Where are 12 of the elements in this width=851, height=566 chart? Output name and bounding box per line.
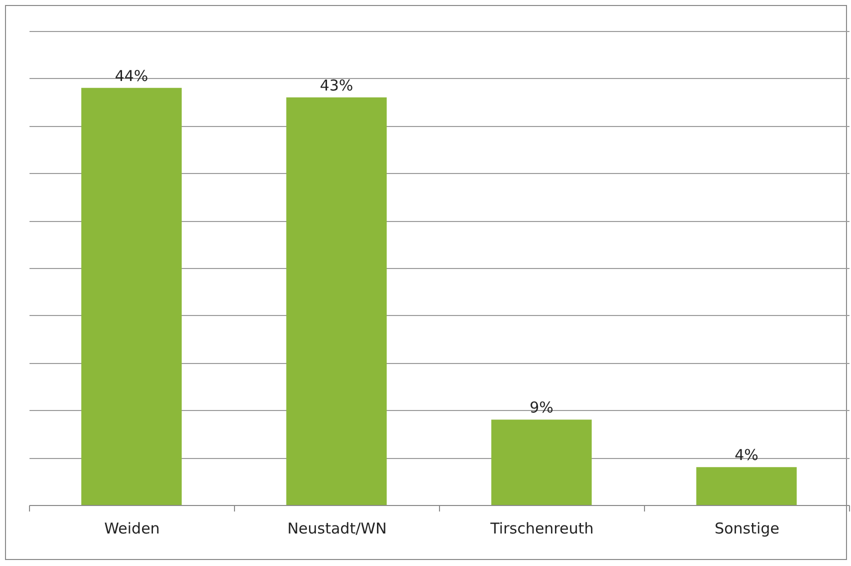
data-label: 9% [530, 398, 554, 417]
data-label: 43% [320, 76, 354, 94]
data-label: 44% [114, 66, 148, 85]
bar [286, 97, 387, 505]
x-tick-label: Tirschenreuth [489, 520, 594, 538]
data-label: 4% [734, 446, 758, 464]
x-tick-label: Neustadt/WN [287, 520, 387, 538]
bar [81, 88, 182, 505]
bar [696, 467, 797, 505]
x-tick-label: Weiden [104, 520, 160, 538]
x-tick-label: Sonstige [714, 520, 780, 538]
bar [491, 420, 592, 505]
